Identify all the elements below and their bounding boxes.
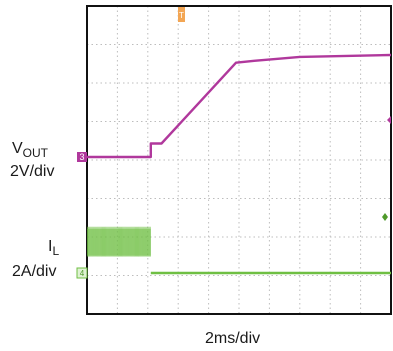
vout-scale-label: 2V/div (10, 163, 55, 180)
timebase-label: 2ms/div (205, 330, 261, 347)
vout-label-main: V (12, 140, 23, 157)
channel-4-marker-label: 4 (80, 269, 85, 278)
ch4-right-indicator-icon (382, 213, 388, 221)
il-ripple-band (87, 228, 151, 256)
channel-3-marker: 3 (77, 152, 87, 162)
traces (87, 53, 392, 275)
il-label-main: I (48, 238, 53, 255)
channel-3-marker-label: 3 (79, 152, 84, 162)
il-label-sub: L (52, 244, 60, 258)
channel-4-marker: 4 (76, 267, 88, 279)
il-scale-label: 2A/div (12, 263, 57, 280)
vout-trace (87, 53, 392, 159)
trigger-marker-icon: T (178, 7, 185, 22)
ch3-right-indicator-icon (387, 116, 391, 124)
vout-label-sub: OUT (22, 146, 49, 160)
vout-label: VOUT (12, 140, 48, 162)
svg-text:T: T (179, 11, 184, 20)
il-label: IL (48, 238, 59, 260)
